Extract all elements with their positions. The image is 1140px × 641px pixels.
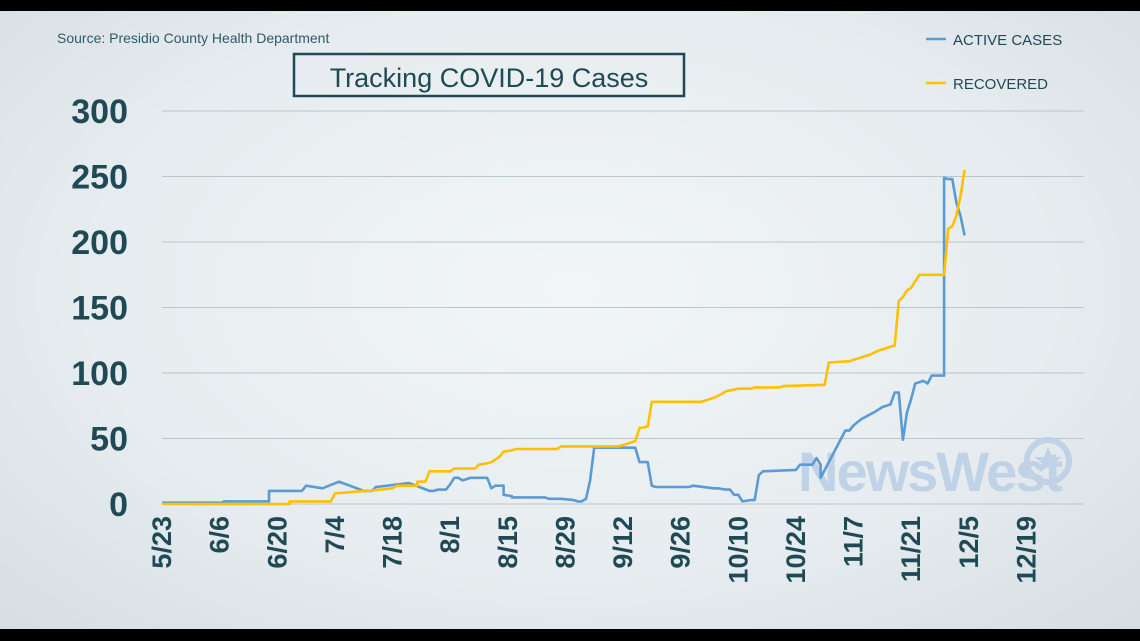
chart-frame: Source: Presidio County Health Departmen… [0, 11, 1140, 629]
x-tick-label: 11/21 [896, 516, 926, 582]
y-tick-label: 100 [71, 355, 128, 393]
y-tick-label: 200 [71, 224, 128, 262]
covid-chart: Source: Presidio County Health Departmen… [57, 30, 1084, 584]
series-line-active-cases [162, 176, 966, 505]
x-tick-label: 8/1 [435, 516, 465, 554]
x-tick-label: 11/7 [839, 516, 869, 567]
x-tick-label: 5/23 [147, 516, 177, 569]
legend-item-recovered: RECOVERED [926, 76, 1048, 93]
title-box [292, 52, 686, 98]
x-tick-label: 12/19 [1011, 516, 1041, 584]
chart-title: Tracking COVID-19 Cases [330, 63, 649, 93]
legend-label-active: ACTIVE CASES [953, 32, 1062, 49]
source-text: Source: Presidio County Health Departmen… [57, 30, 329, 46]
x-tick-label: 6/20 [262, 516, 292, 569]
legend: ACTIVE CASES RECOVERED [926, 32, 1062, 93]
series-lines [162, 169, 966, 506]
watermark-logo: NewsWest [798, 437, 1072, 503]
legend-label-recovered: RECOVERED [953, 76, 1048, 93]
y-tick-label: 250 [71, 159, 128, 197]
y-tick-label: 150 [71, 290, 128, 328]
x-tick-label: 8/15 [493, 516, 523, 569]
x-tick-label: 12/5 [954, 516, 984, 569]
y-tick-label: 0 [109, 486, 128, 524]
y-tick-label: 300 [71, 93, 128, 131]
watermark-text: NewsWest [798, 440, 1062, 503]
y-tick-label: 50 [90, 421, 128, 459]
star-icon [1034, 447, 1062, 473]
x-tick-label: 10/10 [723, 516, 753, 584]
x-tick-label: 8/29 [550, 516, 580, 569]
x-axis-ticks: 5/23 6/6 6/20 7/4 7/18 8/1 8/15 8/29 9/12 9/26 10/… [147, 516, 1041, 584]
grid-lines [162, 110, 1084, 505]
legend-item-active: ACTIVE CASES [926, 32, 1062, 49]
x-tick-label: 10/24 [781, 516, 811, 584]
y-axis-ticks: 0 50 100 150 200 250 300 [71, 93, 128, 524]
watermark-star-icon [1024, 437, 1072, 485]
x-tick-label: 7/4 [320, 516, 350, 554]
series-line-recovered [162, 169, 966, 506]
x-tick-label: 9/12 [608, 516, 638, 569]
x-tick-label: 7/18 [378, 516, 408, 569]
x-tick-label: 9/26 [666, 516, 696, 569]
x-tick-label: 6/6 [205, 516, 235, 554]
